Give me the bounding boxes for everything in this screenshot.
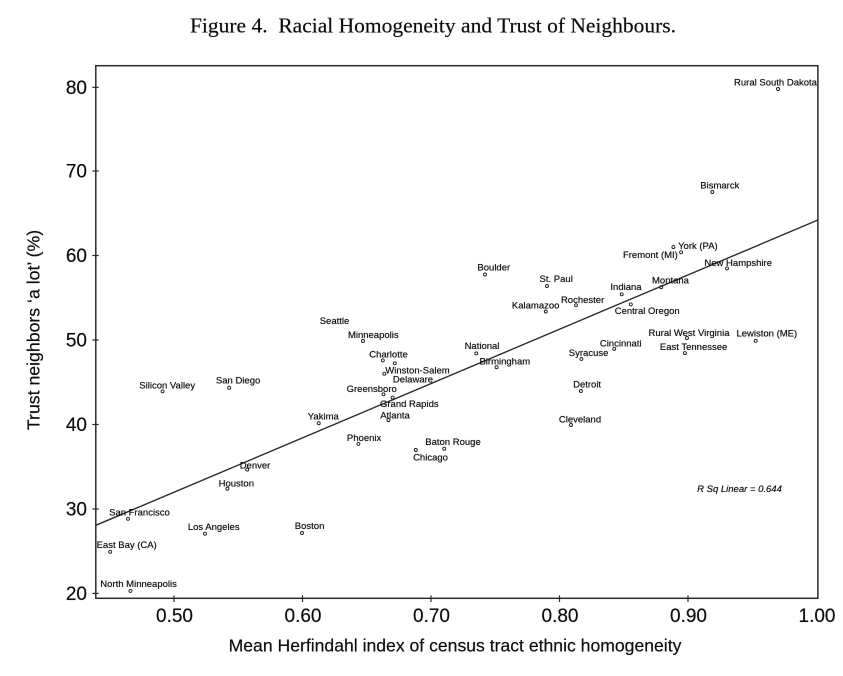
svg-text:Kalamazoo: Kalamazoo	[512, 301, 560, 312]
svg-text:Grand Rapids: Grand Rapids	[380, 399, 439, 410]
svg-text:0.70: 0.70	[413, 606, 450, 627]
svg-text:Denver: Denver	[240, 461, 271, 472]
svg-text:Montana: Montana	[652, 276, 690, 287]
svg-text:Boulder: Boulder	[477, 262, 510, 273]
svg-text:Los Angeles: Los Angeles	[188, 522, 240, 533]
svg-text:1.00: 1.00	[799, 606, 836, 627]
svg-text:Detroit: Detroit	[573, 379, 601, 390]
svg-text:Phoenix: Phoenix	[347, 433, 382, 444]
svg-text:Minneapolis: Minneapolis	[348, 330, 399, 341]
svg-text:York (PA): York (PA)	[678, 241, 718, 252]
svg-text:Lewiston (ME): Lewiston (ME)	[736, 329, 797, 340]
svg-text:Baton Rouge: Baton Rouge	[425, 437, 480, 448]
svg-text:Silicon Valley: Silicon Valley	[139, 381, 195, 392]
svg-text:East Tennessee: East Tennessee	[660, 342, 727, 353]
svg-text:North Minneapolis: North Minneapolis	[100, 579, 177, 590]
svg-text:New Hampshire: New Hampshire	[704, 258, 772, 269]
svg-text:Rural South Dakota: Rural South Dakota	[734, 77, 818, 88]
svg-text:80: 80	[66, 78, 87, 99]
svg-text:Mean Herfindahl index of censu: Mean Herfindahl index of census tract et…	[229, 636, 682, 656]
svg-text:Indiana: Indiana	[610, 282, 642, 293]
svg-text:Cleveland: Cleveland	[559, 414, 601, 425]
svg-text:Charlotte: Charlotte	[369, 349, 408, 360]
svg-text:San Diego: San Diego	[216, 376, 260, 387]
svg-text:Central Oregon: Central Oregon	[615, 306, 680, 317]
svg-text:Birmingham: Birmingham	[479, 356, 530, 367]
svg-text:60: 60	[66, 246, 87, 267]
svg-text:Bismarck: Bismarck	[700, 180, 739, 191]
svg-text:30: 30	[66, 500, 87, 521]
svg-text:National: National	[465, 341, 500, 352]
svg-text:Fremont (MI): Fremont (MI)	[623, 250, 678, 261]
svg-text:Syracuse: Syracuse	[569, 348, 609, 359]
svg-text:50: 50	[66, 331, 87, 352]
svg-text:Seattle: Seattle	[320, 316, 350, 327]
svg-text:40: 40	[66, 415, 87, 436]
svg-text:Yakima: Yakima	[308, 412, 340, 423]
svg-text:Boston: Boston	[295, 521, 325, 532]
svg-text:East Bay (CA): East Bay (CA)	[97, 540, 157, 551]
svg-text:Figure 4. Racial Homogeneity: Figure 4. Racial Homogeneity and Trust o…	[190, 14, 676, 38]
svg-text:0.80: 0.80	[542, 606, 579, 627]
svg-text:Delaware: Delaware	[393, 375, 433, 386]
svg-text:St. Paul: St. Paul	[540, 274, 573, 285]
svg-text:Winston-Salem: Winston-Salem	[385, 365, 449, 376]
svg-text:San Francisco: San Francisco	[109, 507, 170, 518]
svg-text:0.90: 0.90	[670, 606, 707, 627]
svg-text:Rural West Virginia: Rural West Virginia	[649, 328, 731, 339]
svg-text:Houston: Houston	[219, 478, 254, 489]
svg-text:0.60: 0.60	[285, 606, 322, 627]
svg-text:Greensboro: Greensboro	[347, 384, 397, 395]
svg-text:Cincinnati: Cincinnati	[600, 338, 642, 349]
svg-text:20: 20	[66, 584, 87, 605]
svg-text:Atlanta: Atlanta	[380, 410, 410, 421]
svg-text:0.50: 0.50	[156, 606, 193, 627]
svg-text:70: 70	[66, 162, 87, 183]
svg-text:R Sq Linear = 0.644: R Sq Linear = 0.644	[697, 484, 782, 495]
svg-text:Trust neighbors ‘a lot’ (%): Trust neighbors ‘a lot’ (%)	[23, 230, 43, 430]
svg-text:Chicago: Chicago	[413, 452, 448, 463]
svg-text:Rochester: Rochester	[561, 295, 604, 306]
